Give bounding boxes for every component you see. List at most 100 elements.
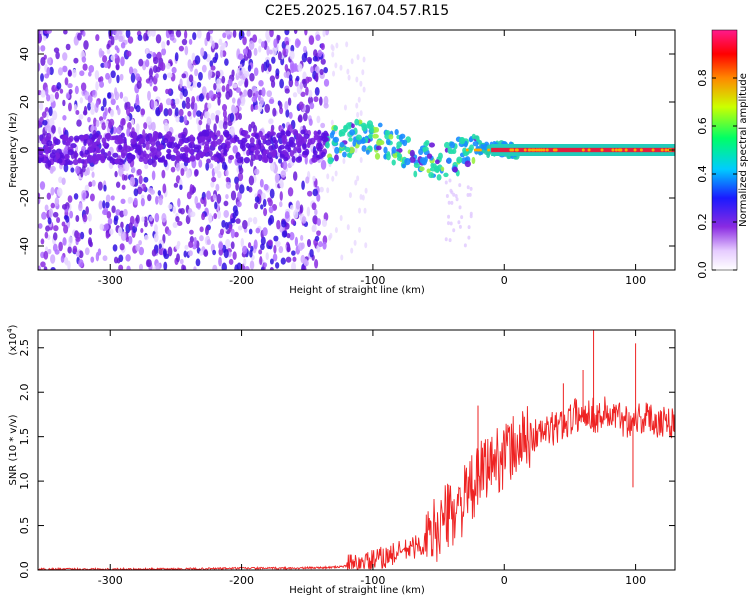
spectrogram-noise-point (153, 232, 159, 243)
spectrogram-noise-point (275, 68, 280, 77)
spectrogram-noise-point (272, 253, 278, 262)
spectrogram-signal-point (383, 146, 388, 154)
spectrogram-noise-point (235, 87, 241, 93)
spectrogram-noise-point (103, 184, 107, 192)
spectrogram-signal-point (143, 157, 149, 165)
spectrogram-noise-point (161, 169, 166, 179)
spectrogram-noise-point (137, 34, 143, 41)
spectrogram-noise-point (218, 38, 223, 46)
spectrogram-signal-point (190, 138, 195, 145)
spectrogram-signal-point (152, 134, 158, 142)
spectrogram-noise-point (67, 246, 72, 254)
spectrogram-noise-point (278, 101, 283, 110)
spectrogram-noise-point (198, 93, 204, 102)
spectrogram-noise-point (279, 201, 283, 208)
spectrogram-noise-point (242, 245, 248, 255)
spectrogram-signal-point (109, 135, 115, 141)
spectrogram-noise-point (320, 122, 326, 129)
spectrogram-noise-point (199, 235, 204, 242)
spectrogram-signal-point (262, 149, 267, 155)
spectrogram-noise-point (208, 90, 214, 99)
spectrogram-noise-point (102, 209, 108, 216)
spectrogram-noise-point (40, 45, 46, 52)
spectrogram-signal-point (295, 156, 302, 163)
spectrogram-signal-point (261, 156, 268, 163)
spectrogram-noise-point (67, 102, 72, 112)
spectrogram-noise-point (310, 66, 314, 74)
spectrogram-signal-point (311, 156, 318, 163)
spectrogram-noise-point (143, 122, 148, 130)
spectrogram-noise-point (40, 73, 44, 82)
spectrogram-signal-point (107, 150, 112, 157)
spectrogram-signal-point (288, 136, 295, 144)
spectrogram-signal-point (285, 130, 291, 137)
spectrogram-noise-point (126, 50, 132, 57)
spectrogram-noise-point (308, 89, 313, 98)
spectrogram-noise-point (178, 208, 182, 214)
spectrogram-noise-point (267, 239, 273, 246)
spectrogram-noise-point (222, 109, 227, 118)
spectrogram-noise-point (68, 69, 72, 77)
spectrogram-noise-point (282, 160, 288, 170)
spectrogram-noise-point (121, 184, 126, 190)
spectrogram-noise-point (289, 231, 295, 241)
spectrogram-noise-point (57, 126, 62, 135)
spectrogram-noise-point (238, 166, 244, 175)
spectrogram-signal-point (244, 134, 251, 139)
spectrogram-noise-point (450, 190, 454, 195)
spectrogram-noise-point (224, 164, 228, 171)
spectrogram-noise-point (75, 110, 80, 116)
colorbar: 0.0 0.2 0.4 0.6 0.8 Normalized spectral ampl… (696, 29, 749, 279)
spectrogram-noise-point (112, 30, 116, 35)
spectrogram-noise-point (80, 168, 84, 178)
spectrogram-noise-point (237, 172, 244, 182)
spectrogram-noise-point (268, 198, 273, 207)
spectrogram-noise-point (145, 48, 149, 55)
spectrogram-noise-point (172, 221, 178, 228)
spectrogram-noise-point (357, 96, 361, 103)
spectrogram-noise-point (194, 68, 199, 77)
spectrogram-noise-point (41, 211, 47, 220)
spectrogram-noise-point (262, 227, 268, 237)
spectrogram-noise-point (116, 126, 122, 135)
spectrogram-signal-point (93, 132, 99, 138)
spectrogram-noise-point (219, 228, 225, 236)
snr-x-tick-label: -200 (229, 574, 254, 587)
spectrogram-noise-point (249, 260, 255, 270)
spectrogram-noise-point (120, 221, 124, 229)
spectrogram-noise-point (288, 78, 294, 88)
spectrogram-noise-point (309, 248, 314, 258)
spectrogram-signal-point (209, 131, 214, 138)
spectrogram-noise-point (359, 193, 363, 200)
spectrogram-noise-point (38, 196, 41, 205)
spectrogram-noise-point (297, 114, 303, 123)
spectrogram-noise-point (98, 200, 103, 210)
spectrogram-noise-point (79, 97, 84, 104)
spectrogram-noise-point (135, 105, 141, 113)
spectrogram-noise-point (293, 146, 297, 155)
spectrogram-noise-point (184, 244, 189, 250)
spectrogram-noise-point (299, 81, 304, 90)
spectrogram-signal-point (79, 150, 84, 157)
spectrogram-noise-point (454, 194, 458, 199)
spectrogram-signal-point (402, 139, 408, 147)
spectrogram-signal-point (183, 147, 190, 153)
spectrogram-noise-point (469, 211, 473, 216)
spectrogram-noise-point (62, 99, 66, 107)
spectrogram-signal-point (355, 134, 363, 141)
spectrogram-noise-point (206, 190, 212, 200)
carrier-peak-point (539, 148, 543, 152)
spectrogram-noise-point (326, 173, 330, 180)
snr-x-tick-label: -100 (360, 574, 385, 587)
spectrogram-signal-point (333, 125, 338, 131)
spectrogram-noise-point (275, 173, 280, 182)
spectrogram-signal-point (41, 138, 48, 145)
spectrogram-noise-point (82, 214, 88, 223)
spectrogram-noise-point (312, 175, 316, 182)
spectrogram-noise-point (110, 195, 115, 201)
spectrogram-signal-point (112, 152, 119, 158)
colorbar-label: Normalized spectral amplitude (738, 73, 749, 227)
spectrogram-noise-point (182, 88, 188, 98)
spectrogram-noise-point (335, 42, 339, 49)
spectrogram-noise-point (122, 96, 129, 103)
